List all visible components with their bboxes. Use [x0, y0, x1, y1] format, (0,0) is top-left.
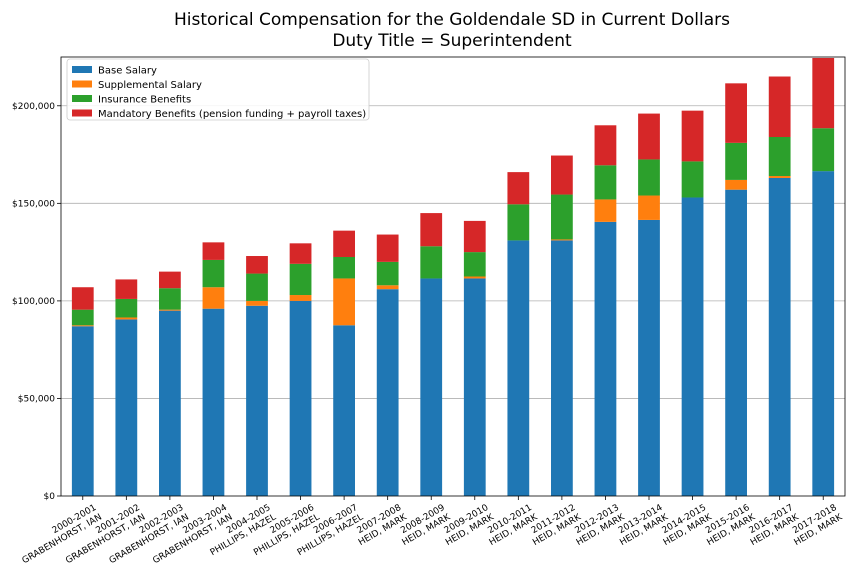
- bar-segment: [768, 176, 791, 178]
- bar-segment: [768, 136, 791, 177]
- bar-segment: [71, 309, 94, 326]
- bar-segment: [376, 285, 399, 290]
- bar-segment: [551, 155, 573, 195]
- legend-label: Supplemental Salary: [98, 80, 202, 91]
- legend-label: Mandatory Benefits (pension funding + pa…: [98, 109, 366, 120]
- bar-segment: [594, 199, 617, 222]
- bar-segment: [71, 287, 94, 310]
- bar-segment: [463, 278, 486, 496]
- y-tick-label: $200,000: [12, 102, 55, 112]
- bar-segment: [115, 298, 138, 318]
- bar-segment: [768, 76, 791, 137]
- bar-segment: [638, 113, 660, 160]
- bar-segment: [681, 110, 704, 162]
- bar-segment: [638, 159, 660, 196]
- bar-segment: [638, 219, 660, 496]
- bar-segment: [681, 197, 704, 497]
- y-tick-label: $150,000: [12, 199, 55, 209]
- chart-title-line-2: Duty Title = Superintendent: [332, 31, 572, 51]
- bar-segment: [376, 289, 399, 496]
- legend-swatch: [72, 66, 92, 73]
- bar-segment: [289, 243, 312, 264]
- bar-segment: [246, 273, 268, 301]
- bar-segment: [246, 256, 268, 274]
- bar-segment: [812, 57, 835, 129]
- bar-segment: [333, 256, 355, 279]
- bar-segment: [289, 263, 312, 296]
- bar-segment: [159, 288, 181, 310]
- y-axis: $0 $50,000 $100,000 $150,000 $200,000: [12, 102, 61, 502]
- bar-segment: [71, 325, 94, 327]
- bar-segment: [507, 240, 530, 496]
- bar-segment: [289, 300, 312, 496]
- bar-segment: [681, 161, 704, 198]
- y-tick-label: $50,000: [18, 394, 55, 404]
- bar-segment: [246, 300, 268, 306]
- bar-segment: [115, 317, 138, 320]
- legend: Base Salary Supplemental Salary Insurance …: [66, 58, 370, 121]
- bar-segment: [725, 179, 747, 190]
- x-tick-label: 2017-2018HEID, MARK: [787, 502, 845, 548]
- bar-segment: [725, 83, 747, 143]
- bar-segment: [768, 177, 791, 497]
- x-axis: 2000-2001GRABENHORST, IAN2001-2002GRABEN…: [15, 496, 845, 566]
- bar-segment: [246, 305, 268, 496]
- bar-segment: [71, 326, 94, 496]
- bar-segment: [202, 287, 225, 309]
- bar-segment: [159, 310, 181, 496]
- bar-segment: [725, 142, 747, 180]
- bar-segment: [376, 234, 399, 262]
- bars: [71, 57, 835, 497]
- bar-segment: [420, 278, 443, 496]
- chart-title-line-1: Historical Compensation for the Goldenda…: [174, 10, 730, 30]
- legend-label: Insurance Benefits: [98, 95, 191, 106]
- legend-swatch: [72, 95, 92, 102]
- bar-segment: [812, 128, 835, 172]
- bar-segment: [202, 308, 225, 496]
- bar-segment: [463, 276, 486, 279]
- bar-segment: [551, 239, 573, 241]
- bar-segment: [420, 213, 443, 247]
- legend-label: Base Salary: [98, 66, 157, 77]
- bar-segment: [594, 165, 617, 200]
- bar-segment: [333, 230, 355, 257]
- x-tick-label: 2000-2001GRABENHORST, IAN: [15, 503, 104, 566]
- bar-segment: [159, 309, 181, 311]
- bar-segment: [376, 261, 399, 286]
- legend-swatch: [72, 80, 92, 88]
- bar-segment: [594, 221, 617, 496]
- bar-segment: [725, 189, 747, 497]
- y-tick-label: $100,000: [12, 297, 55, 307]
- bar-segment: [333, 325, 355, 496]
- legend-swatch: [72, 109, 92, 117]
- bar-segment: [463, 220, 486, 253]
- bar-segment: [333, 278, 355, 326]
- bar-segment: [638, 195, 660, 220]
- bar-segment: [115, 279, 138, 299]
- bar-segment: [507, 172, 530, 205]
- bar-segment: [420, 246, 443, 279]
- bar-segment: [812, 171, 835, 496]
- bar-segment: [115, 319, 138, 496]
- bar-segment: [159, 271, 181, 289]
- bar-segment: [463, 252, 486, 277]
- bar-segment: [551, 240, 573, 496]
- y-tick-label: $0: [44, 492, 56, 502]
- plot-frame: [60, 56, 846, 497]
- bar-segment: [202, 259, 225, 288]
- bar-segment: [551, 194, 573, 240]
- bar-segment: [594, 125, 617, 166]
- bar-segment: [507, 204, 530, 241]
- bar-segment: [202, 242, 225, 260]
- legend-box: [66, 58, 370, 121]
- bar-segment: [289, 295, 312, 301]
